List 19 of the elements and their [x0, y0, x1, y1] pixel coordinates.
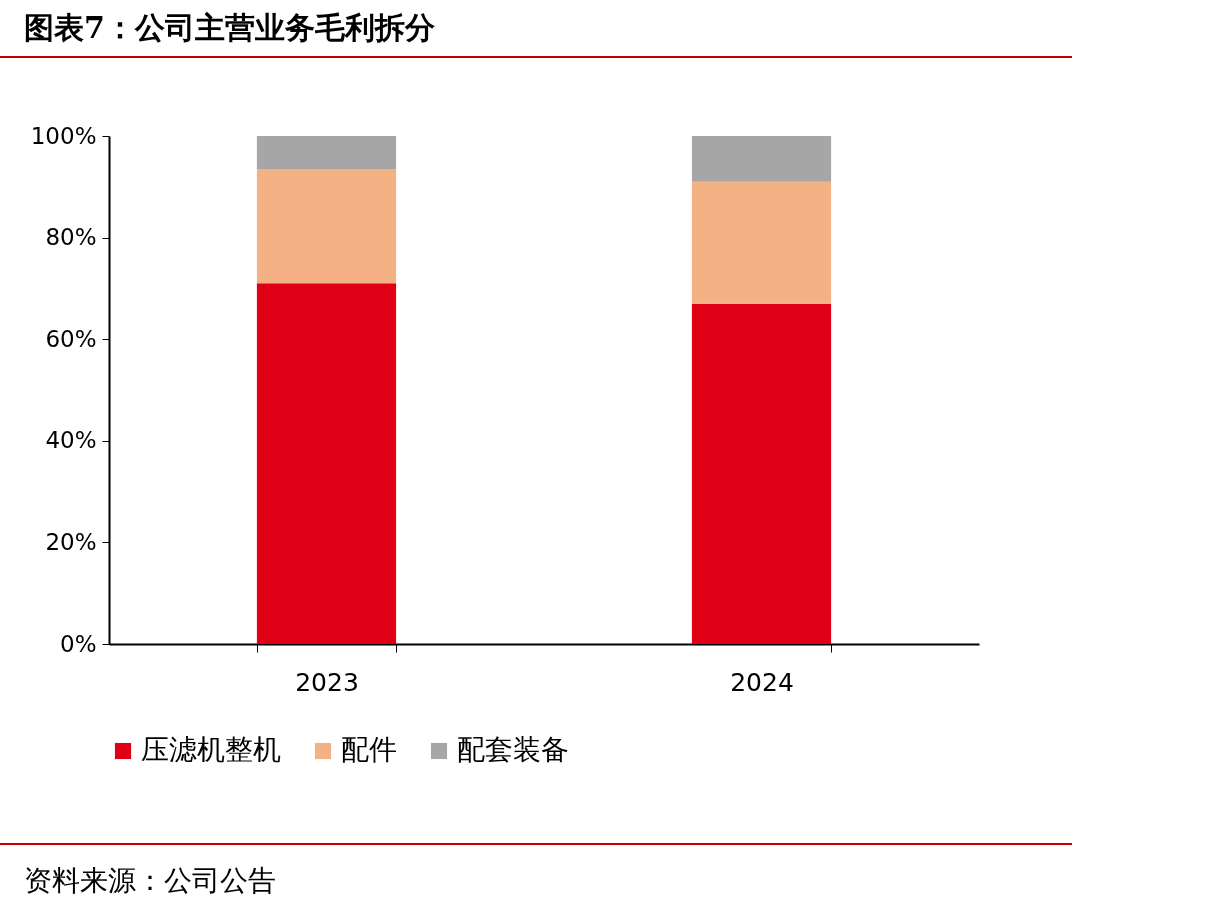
- bar: [256, 136, 397, 170]
- y-tick-label: 100%: [30, 122, 97, 149]
- text: 资料来源：公司公告: [24, 863, 276, 899]
- y-tick-label: 40%: [45, 427, 97, 454]
- bar: [256, 169, 397, 284]
- bar: [256, 283, 397, 644]
- legend-label: 配件: [341, 733, 397, 766]
- legend-label: 压滤机整机: [141, 733, 281, 766]
- legend-label: 配套装备: [457, 733, 569, 766]
- bar: [691, 181, 832, 304]
- y-tick-label: 80%: [45, 224, 97, 251]
- bar: [691, 136, 832, 182]
- x-tick-label: 2023: [295, 667, 359, 697]
- y-tick-label: 0%: [60, 630, 97, 657]
- chart-title: 图表7：公司主营业务毛利拆分: [24, 9, 435, 47]
- bar: [691, 303, 832, 644]
- x-tick-label: 2024: [730, 667, 794, 697]
- y-tick-label: 20%: [45, 528, 97, 555]
- y-tick-label: 60%: [45, 325, 97, 352]
